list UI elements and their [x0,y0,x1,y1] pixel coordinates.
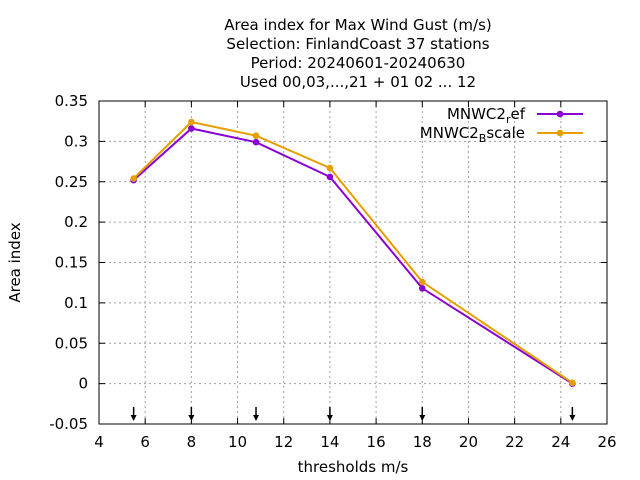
series-0-point [252,138,260,146]
threshold-arrow [419,407,426,421]
legend-label-1: MNWC2Bscale [420,124,525,145]
axis-ticks [98,100,608,425]
y-tick-label: 0.1 [64,294,88,312]
title-line: Selection: FinlandCoast 37 stations [226,35,489,53]
y-tick-label: 0.2 [64,213,88,231]
series-1-point [418,278,426,286]
title-line: Used 00,03,...,21 + 01 02 ... 12 [240,73,476,91]
x-tick-label: 6 [140,433,150,451]
grid [99,101,607,424]
series-line-1 [132,120,573,384]
x-tick-label: 4 [94,433,104,451]
threshold-arrow [253,407,260,421]
series-1-point [569,379,576,387]
series-1-point [188,118,195,126]
series-1-point [326,164,334,172]
y-tick-label: 0.15 [55,254,88,272]
x-tick-label: 14 [320,433,339,451]
series-0-point [188,125,195,132]
y-tick-label: 0.3 [64,132,88,150]
x-tick-label: 26 [597,433,616,451]
series-1-point [252,132,260,140]
x-tick-label: 20 [459,433,478,451]
legend-marker-1 [556,129,564,137]
y-tick-label: 0 [78,375,88,393]
x-tick-label: 8 [187,433,197,451]
x-tick-label: 10 [228,433,247,451]
y-tick-label: 0.35 [55,92,88,110]
legend-label-0: MNWC2ref [447,105,526,126]
x-axis-title: thresholds m/s [298,458,409,476]
x-tick-label: 24 [551,433,570,451]
x-tick-label: 12 [274,433,293,451]
series-0-point [418,285,426,292]
threshold-arrow [130,407,137,421]
x-tick-labels: 4 6 8 10 12 14 16 18 20 22 24 26 [94,433,616,451]
y-tick-label: 0.05 [55,334,88,352]
title-line: Area index for Max Wind Gust (m/s) [224,16,492,34]
series [130,118,576,387]
x-tick-label: 18 [413,433,432,451]
series-1-point [130,175,137,182]
y-tick-label: 0.25 [55,173,88,191]
series-0-point [326,173,334,181]
title-line: Period: 20240601-20240630 [251,54,466,72]
x-tick-label: 16 [367,433,386,451]
threshold-arrow [188,407,195,421]
chart-title: Area index for Max Wind Gust (m/s)Select… [224,16,492,91]
y-tick-labels: -0.05 0 0.05 0.1 0.15 0.2 0.25 0.3 0.35 [49,92,88,433]
series-line-0 [132,127,573,385]
y-axis-title: Area index [6,222,24,302]
threshold-arrows [130,407,576,421]
threshold-arrow [326,407,333,421]
threshold-arrow [569,407,576,421]
y-tick-label: -0.05 [49,415,88,433]
x-tick-label: 22 [505,433,524,451]
legend-marker-0 [556,110,564,118]
